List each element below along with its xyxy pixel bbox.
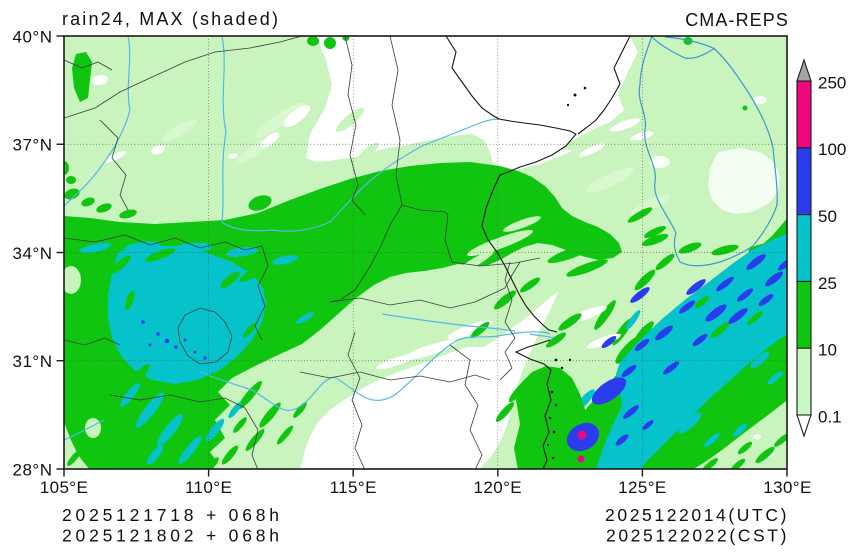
- svg-text:110°E: 110°E: [185, 478, 232, 497]
- svg-text:31°N: 31°N: [13, 352, 53, 371]
- svg-text:125°E: 125°E: [618, 478, 667, 497]
- svg-text:34°N: 34°N: [13, 244, 53, 263]
- svg-text:2025121718 + 068h: 2025121718 + 068h: [62, 505, 283, 525]
- svg-text:10: 10: [818, 341, 837, 360]
- svg-text:28°N: 28°N: [13, 460, 53, 479]
- svg-text:rain24, MAX (shaded): rain24, MAX (shaded): [62, 9, 280, 29]
- svg-text:100: 100: [818, 140, 846, 159]
- svg-text:105°E: 105°E: [40, 478, 89, 497]
- svg-text:0.1: 0.1: [818, 407, 842, 426]
- svg-text:50: 50: [818, 207, 837, 226]
- svg-text:130°E: 130°E: [763, 478, 812, 497]
- svg-text:115°E: 115°E: [330, 478, 377, 497]
- svg-text:2025122014(UTC): 2025122014(UTC): [605, 505, 789, 525]
- svg-text:40°N: 40°N: [13, 27, 53, 46]
- svg-text:CMA-REPS: CMA-REPS: [685, 10, 789, 30]
- svg-text:120°E: 120°E: [474, 478, 523, 497]
- svg-text:37°N: 37°N: [13, 136, 53, 155]
- svg-text:250: 250: [818, 73, 846, 92]
- svg-text:2025122022(CST): 2025122022(CST): [606, 526, 789, 546]
- svg-text:25: 25: [818, 274, 837, 293]
- svg-text:2025121802 + 068h: 2025121802 + 068h: [62, 526, 283, 546]
